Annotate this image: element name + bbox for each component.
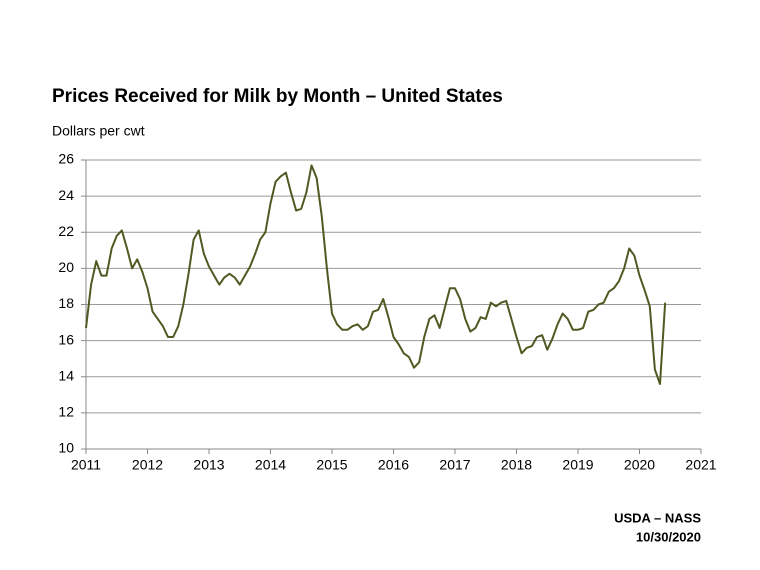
y-tick-label: 12 [58, 404, 74, 420]
x-tick-label: 2011 [71, 457, 101, 473]
price-line [85, 164, 667, 385]
x-tick-label: 2018 [501, 457, 532, 473]
y-tick-label: 10 [58, 440, 74, 456]
date: 10/30/2020 [636, 529, 701, 544]
x-tick-label: 2019 [562, 457, 593, 473]
x-tick-label: 2012 [132, 457, 163, 473]
source: USDA – NASS [614, 510, 701, 525]
x-tick-label: 2017 [439, 457, 470, 473]
x-tick-label: 2015 [316, 457, 347, 473]
y-tick-label: 16 [58, 331, 74, 347]
y-tick-label: 24 [58, 187, 74, 203]
x-tick-label: 2021 [685, 457, 716, 473]
chart-title: Prices Received for Milk by Month – Unit… [52, 86, 503, 107]
y-tick-label: 22 [58, 223, 74, 239]
x-tick-label: 2013 [193, 457, 224, 473]
x-tick-label: 2014 [255, 457, 286, 473]
y-tick-label: 26 [58, 151, 74, 167]
x-tick-label: 2016 [378, 457, 409, 473]
x-tick-label: 2020 [624, 457, 655, 473]
y-axis-label: Dollars per cwt [52, 123, 145, 139]
y-tick-label: 18 [58, 295, 74, 311]
y-tick-label: 20 [58, 259, 74, 275]
y-tick-label: 14 [58, 367, 74, 383]
